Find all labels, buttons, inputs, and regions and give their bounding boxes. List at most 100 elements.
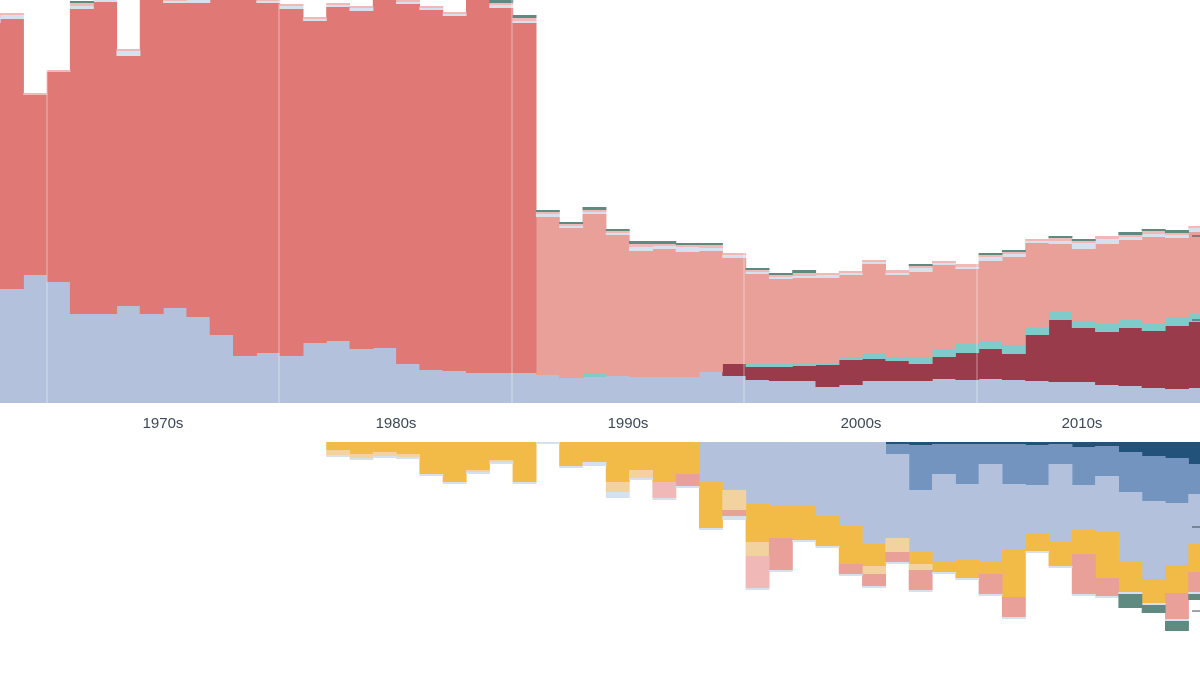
lower-bar-peach-1982 xyxy=(372,452,397,456)
upper-bar-darkteal-2015 xyxy=(1141,229,1166,231)
lower-bar-gold-2002 xyxy=(838,526,863,564)
upper-bar-lavender-1980 xyxy=(326,341,351,403)
upper-bar-teal-2006 xyxy=(932,349,956,357)
lower-bar-peach-2005 xyxy=(908,564,933,570)
lower-bar-steelblue-2005 xyxy=(908,445,933,490)
lower-bar-lightblue-2003 xyxy=(862,586,886,588)
upper-bar-lavender-1997 xyxy=(722,376,747,403)
upper-bar-crimson-2009 xyxy=(1001,354,1026,380)
lower-bar-gold-1985 xyxy=(442,442,467,482)
lower-bar-darkteal-2017 xyxy=(1188,594,1200,600)
lower-bar-lightblue-2000 xyxy=(792,540,817,542)
upper-bar-salmon-2008 xyxy=(978,261,1003,341)
upper-bar-lightblue-1980 xyxy=(326,5,351,7)
upper-bar-red-1985 xyxy=(442,16,467,371)
upper-bar-red-1967 xyxy=(23,95,48,275)
lower-bar-navy-2013 xyxy=(1095,442,1119,446)
upper-bar-lightblue-1984 xyxy=(419,8,444,10)
upper-bar-pink-1967 xyxy=(23,93,48,95)
lower-bar-peach-1997 xyxy=(722,490,747,510)
upper-bar-lavender-1974 xyxy=(186,317,211,403)
upper-bar-pink-2004 xyxy=(885,270,910,273)
upper-bar-teal-1998 xyxy=(745,364,770,367)
lower-bar-pink-1994 xyxy=(652,482,677,498)
lower-bar-navy-2009 xyxy=(1001,442,1026,444)
upper-bar-salmon-1999 xyxy=(768,279,793,364)
lower-bar-lavender-2013 xyxy=(1095,476,1119,532)
lower-bar-lightblue-1989 xyxy=(535,442,560,444)
upper-bar-teal-2007 xyxy=(955,344,980,353)
lower-bar-navy-2004 xyxy=(885,442,910,444)
lower-bar-salmon-2008 xyxy=(978,574,1003,594)
upper-bar-salmon-2014 xyxy=(1118,240,1143,320)
lower-bar-lavender-2008 xyxy=(978,464,1003,562)
upper-bar-teal-2015 xyxy=(1141,323,1166,331)
upper-bar-salmon-2013 xyxy=(1095,244,1119,324)
upper-bar-darkteal-1996 xyxy=(699,243,723,245)
upper-bar-crimson-2016 xyxy=(1165,326,1189,389)
lower-bar-darkteal-2016 xyxy=(1165,621,1189,631)
upper-bar-lightblue-1969 xyxy=(69,6,94,9)
upper-bar-pink-2015 xyxy=(1141,231,1166,234)
upper-bar-teal-2010 xyxy=(1025,327,1050,335)
upper-bar-lavender-1971 xyxy=(116,306,141,403)
lower-bar-gold-2006 xyxy=(932,562,956,572)
upper-bar-lavender-1992 xyxy=(605,376,630,403)
upper-bar-lavender-1979 xyxy=(302,343,327,403)
lower-bar-navy-2005 xyxy=(908,442,933,445)
upper-bar-lightblue-2003 xyxy=(862,262,886,264)
lower-bar-lightblue-1984 xyxy=(419,474,444,476)
upper-bar-lavender-1983 xyxy=(396,364,420,403)
upper-bar-red-1973 xyxy=(163,3,187,308)
lower-bar-gold-2016 xyxy=(1165,565,1189,593)
lower-bar-salmon-2002 xyxy=(838,564,863,574)
x-tick-label-2000s: 2000s xyxy=(841,415,882,432)
lower-bar-steelblue-2008 xyxy=(978,444,1003,464)
upper-bar-lavender-1998 xyxy=(745,380,770,403)
lower-bar-gold-2003 xyxy=(862,544,886,566)
upper-bar-lightblue-2013 xyxy=(1095,239,1119,244)
upper-bar-red-1966 xyxy=(0,19,24,289)
lower-bar-lavender-2011 xyxy=(1048,464,1073,542)
upper-bar-crimson-2000 xyxy=(792,366,817,381)
lower-bar-lightblue-2013 xyxy=(1095,596,1119,598)
upper-bar-darkteal-2009 xyxy=(1001,250,1026,252)
upper-bar-crimson-2015 xyxy=(1141,331,1166,388)
lower-bar-lightblue-1995 xyxy=(675,486,700,488)
lower-bar-salmon-1995 xyxy=(675,474,700,486)
upper-bar-salmon-2011 xyxy=(1048,244,1073,312)
upper-bar-lightblue-1992 xyxy=(605,233,630,235)
x-tick-label-2010s: 2010s xyxy=(1062,415,1103,432)
lower-bar-peach-1980 xyxy=(326,450,351,455)
lower-bar-gold-1982 xyxy=(372,442,397,452)
upper-bar-red-1983 xyxy=(396,4,420,364)
lower-bar-steelblue-2014 xyxy=(1118,452,1143,492)
upper-bar-red-1988 xyxy=(512,23,537,373)
upper-stack xyxy=(0,0,1200,403)
upper-bar-salmon-2007 xyxy=(955,269,980,344)
lower-bar-gold-2017 xyxy=(1188,544,1200,572)
upper-bar-red-1981 xyxy=(349,11,374,349)
upper-bar-crimson-2007 xyxy=(955,353,980,380)
upper-bar-red-1980 xyxy=(326,7,351,341)
lower-bar-lightblue-2010 xyxy=(1025,551,1050,553)
upper-bar-pink-2011 xyxy=(1048,238,1073,241)
upper-bar-salmon-1992 xyxy=(605,235,630,376)
lower-bar-gold-1991 xyxy=(582,442,607,462)
upper-bar-darkteal-1998 xyxy=(745,268,770,270)
upper-bar-lavender-1969 xyxy=(69,314,94,403)
upper-bar-lightblue-1978 xyxy=(279,6,304,9)
upper-bar-pink-1994 xyxy=(652,244,677,246)
upper-bar-lavender-2002 xyxy=(838,385,863,403)
lower-bar-navy-2015 xyxy=(1141,442,1166,456)
lower-bar-lavender-2001 xyxy=(815,442,840,516)
upper-bar-teal-2017 xyxy=(1188,314,1200,322)
upper-bar-lightblue-2016 xyxy=(1165,235,1189,238)
upper-bar-lightblue-1966 xyxy=(0,15,24,19)
upper-bar-lightblue-1997 xyxy=(722,255,747,258)
upper-bar-teal-2000 xyxy=(792,363,817,366)
upper-bar-teal-2001 xyxy=(815,363,840,365)
lower-bar-peach-2004 xyxy=(885,538,910,552)
upper-bar-pink-2010 xyxy=(1025,239,1050,241)
upper-bar-pink-1997 xyxy=(722,253,747,255)
